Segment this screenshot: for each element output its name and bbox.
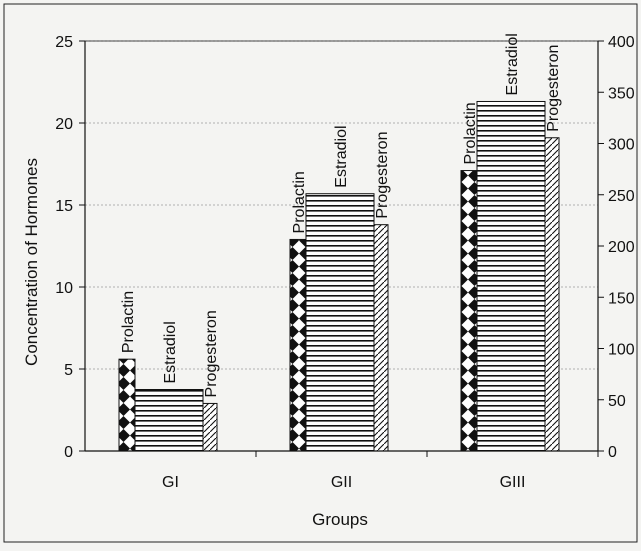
right-tick-label: 0 bbox=[608, 444, 617, 461]
left-tick-label: 10 bbox=[55, 280, 73, 297]
left-tick-label: 25 bbox=[55, 34, 73, 51]
right-tick-label: 100 bbox=[608, 342, 635, 359]
bar-label-estradiol: Estradiol bbox=[504, 33, 521, 95]
bar-prolactin-gi bbox=[118, 358, 136, 452]
left-tick-label: 5 bbox=[64, 362, 73, 379]
bars bbox=[118, 100, 560, 452]
x-tick-label: GI bbox=[162, 474, 179, 491]
bar-label-progesteron: Progesteron bbox=[374, 132, 391, 219]
left-tick-label: 15 bbox=[55, 198, 73, 215]
chart-frame bbox=[3, 3, 638, 543]
bar-prolactin-giii bbox=[460, 170, 478, 452]
bar-label-estradiol: Estradiol bbox=[162, 321, 179, 383]
bar-labels: Prolactin Estradiol Progesteron Prolactin Es… bbox=[120, 33, 562, 397]
bar-prolactin-gii bbox=[289, 238, 307, 452]
bar-progesteron-giii bbox=[544, 137, 560, 452]
x-tick-label: GII bbox=[331, 474, 352, 491]
right-tick-label: 400 bbox=[608, 34, 635, 51]
left-tick-label: 20 bbox=[55, 116, 73, 133]
bar-estradiol-giii bbox=[476, 100, 546, 452]
bar-label-prolactin: Prolactin bbox=[120, 291, 137, 353]
right-tick-label: 250 bbox=[608, 188, 635, 205]
left-tick-label: 0 bbox=[64, 444, 73, 461]
bar-label-progesteron: Progesteron bbox=[545, 45, 562, 132]
bar-label-prolactin: Prolactin bbox=[462, 102, 479, 164]
x-tick-label: GIII bbox=[500, 474, 526, 491]
bar-estradiol-gii bbox=[305, 193, 375, 452]
bar-label-prolactin: Prolactin bbox=[291, 171, 308, 233]
bar-label-estradiol: Estradiol bbox=[333, 125, 350, 187]
bar-estradiol-gi bbox=[134, 389, 204, 452]
y-axis-label: Concentration of Hormones bbox=[22, 158, 41, 366]
right-tick-label: 350 bbox=[608, 85, 635, 102]
right-tick-label: 300 bbox=[608, 137, 635, 154]
right-tick-label: 200 bbox=[608, 239, 635, 256]
bar-label-progesteron: Progesteron bbox=[203, 310, 220, 397]
right-tick-label: 150 bbox=[608, 290, 635, 307]
bar-progesteron-gii bbox=[373, 224, 389, 452]
bar-progesteron-gi bbox=[202, 402, 218, 452]
x-axis-label: Groups bbox=[312, 510, 368, 529]
right-tick-label: 50 bbox=[608, 393, 626, 410]
